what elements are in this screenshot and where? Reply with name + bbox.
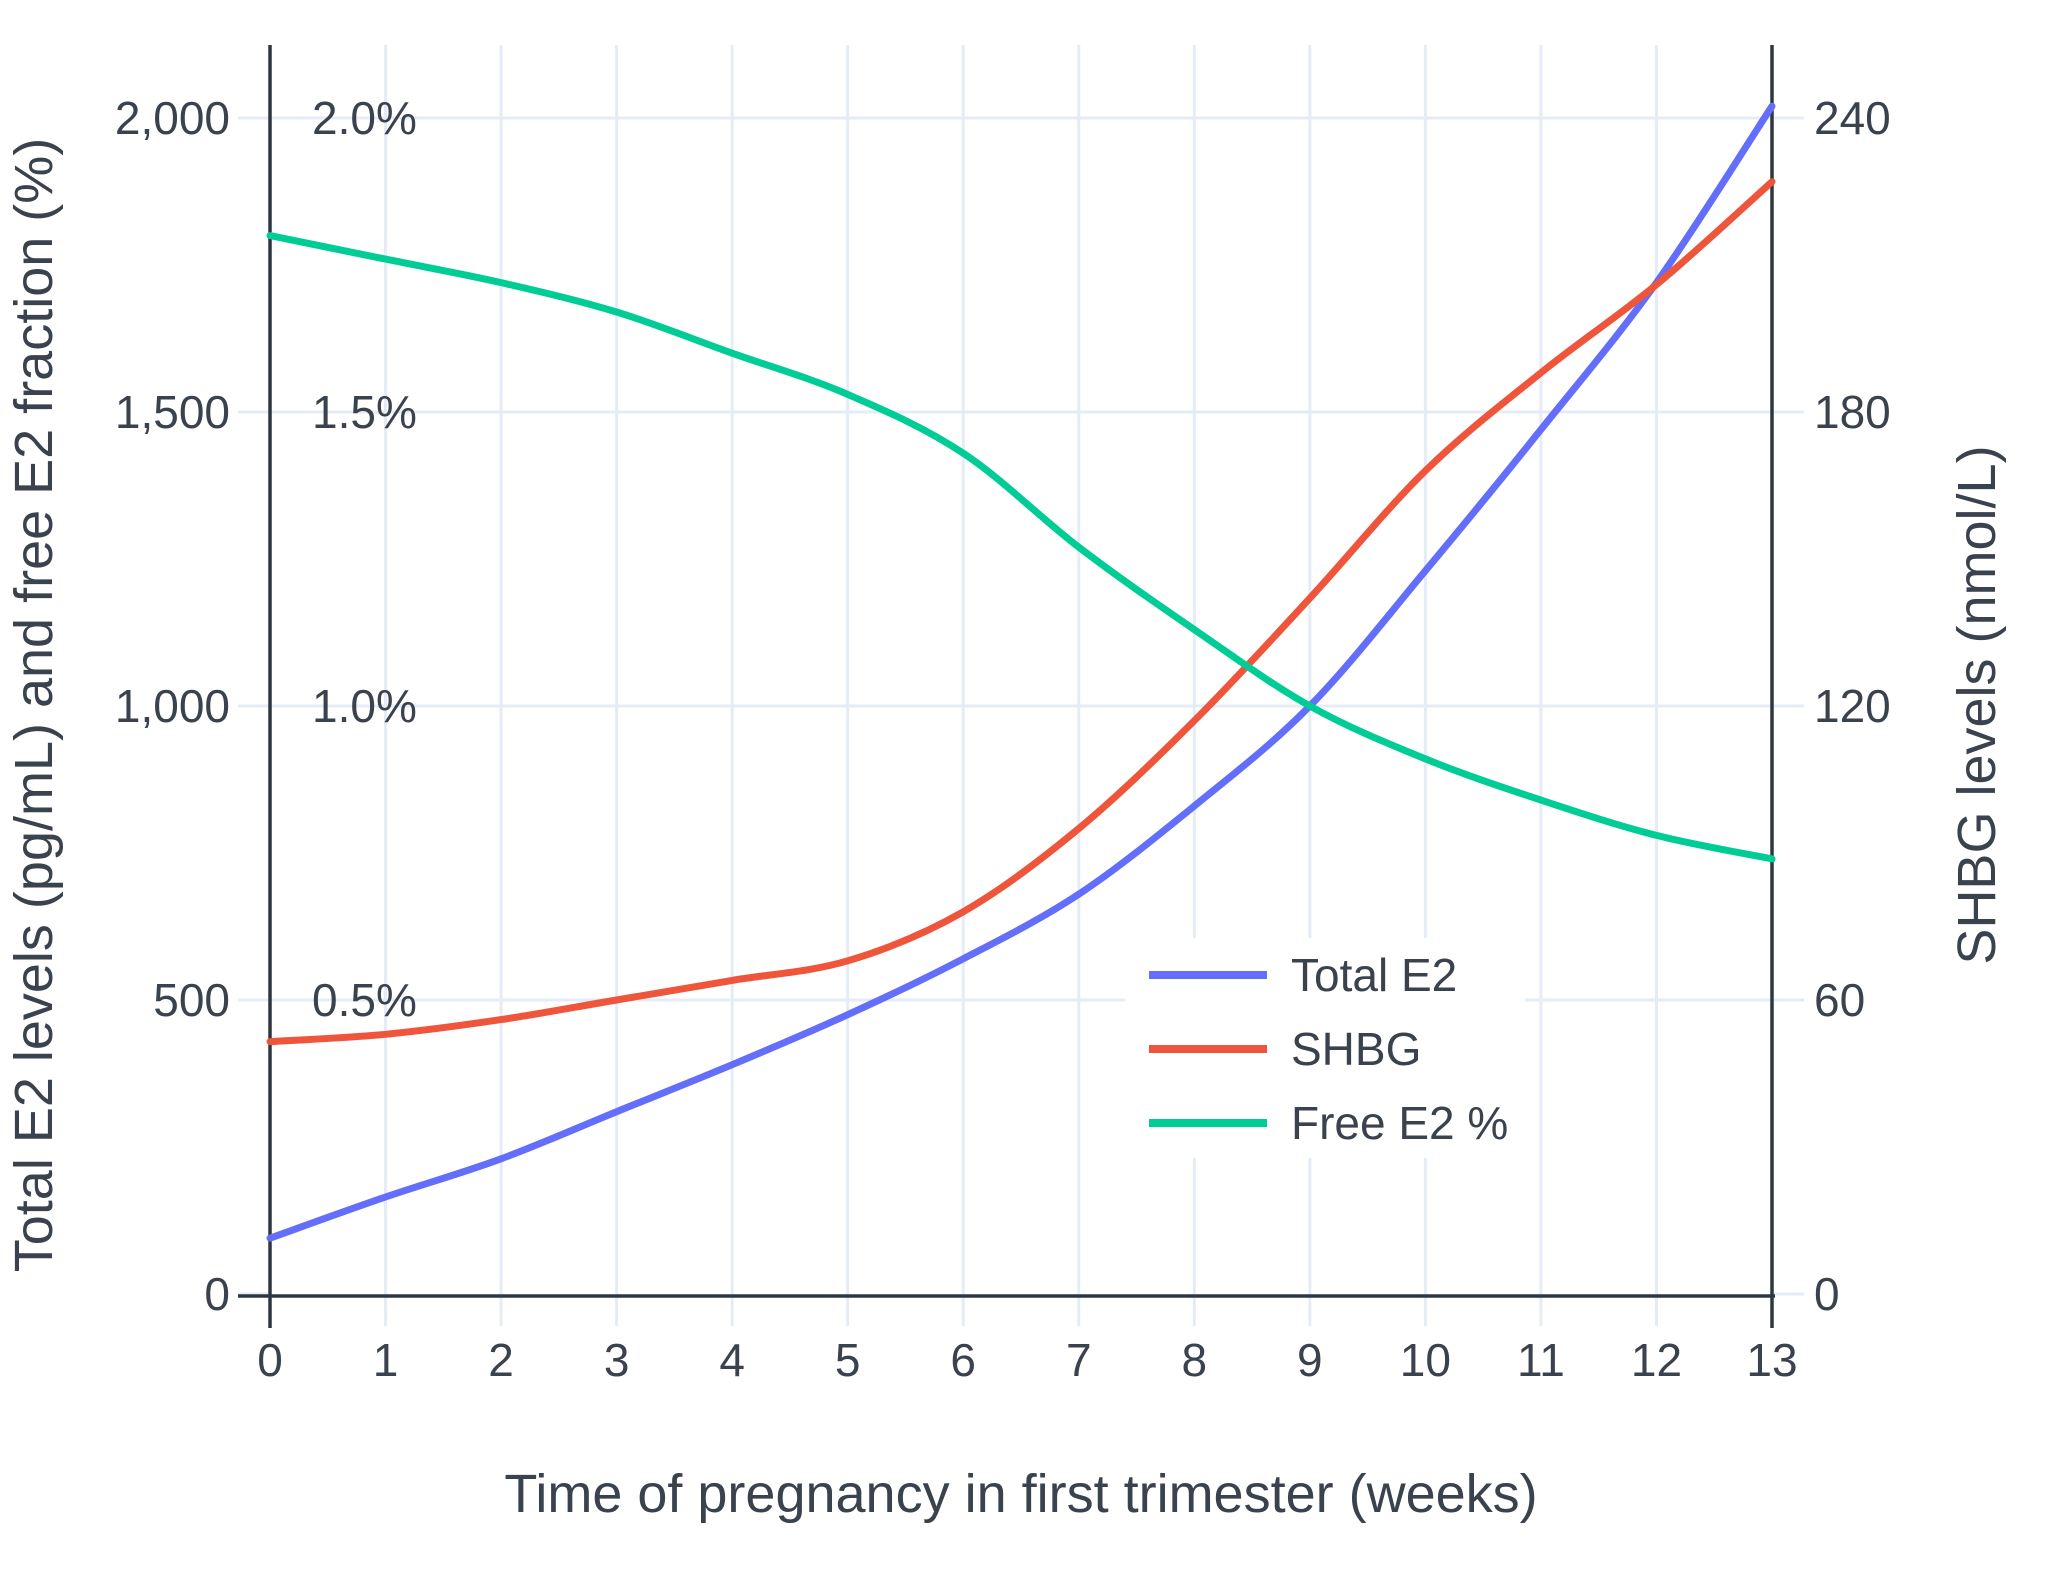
- y-left-pct-tick-label: 2.0%: [312, 92, 417, 144]
- x-tick-label: 3: [604, 1334, 630, 1386]
- x-tick-label: 6: [950, 1334, 976, 1386]
- x-tick-label: 12: [1631, 1334, 1682, 1386]
- shbg-line[interactable]: [266, 178, 1776, 1046]
- x-tick-label: 9: [1297, 1334, 1323, 1386]
- gridlines: [238, 45, 1804, 1326]
- legend-label-shbg: SHBG: [1291, 1023, 1421, 1075]
- y-left-pct-tick-label: 1.5%: [312, 386, 417, 438]
- y-left-tick-label: 2,000: [115, 92, 230, 144]
- x-tick-label: 1: [373, 1334, 399, 1386]
- free-e2-line[interactable]: [266, 232, 1776, 863]
- x-tick-label: 13: [1746, 1334, 1797, 1386]
- legend: Total E2 SHBG Free E2 %: [1125, 938, 1525, 1158]
- y-left-tick-label: 0: [204, 1268, 230, 1320]
- y-left-axis-title: Total E2 levels (pg/mL) and free E2 frac…: [4, 138, 64, 1273]
- y-left-pct-tick-label: 0.5%: [312, 974, 417, 1026]
- legend-label-total-e2: Total E2: [1291, 949, 1457, 1001]
- x-tick-label: 7: [1066, 1334, 1092, 1386]
- x-axis-title: Time of pregnancy in first trimester (we…: [504, 1464, 1537, 1524]
- x-tick-label: 5: [835, 1334, 861, 1386]
- x-tick-label: 10: [1400, 1334, 1451, 1386]
- y-right-tick-label: 240: [1814, 92, 1891, 144]
- tick-labels: 05001,0001,5002,0000.5%1.0%1.5%2.0%06012…: [115, 92, 1891, 1386]
- legend-item-shbg[interactable]: SHBG: [1149, 1023, 1421, 1075]
- y-left-tick-label: 1,000: [115, 680, 230, 732]
- y-left-tick-label: 1,500: [115, 386, 230, 438]
- y-right-tick-label: 60: [1814, 974, 1865, 1026]
- x-tick-label: 11: [1517, 1334, 1565, 1386]
- y-left-pct-tick-label: 1.0%: [312, 680, 417, 732]
- x-tick-label: 4: [719, 1334, 745, 1386]
- series-lines: [266, 102, 1776, 1242]
- legend-item-free-e2[interactable]: Free E2 %: [1149, 1097, 1508, 1149]
- y-right-tick-label: 180: [1814, 386, 1891, 438]
- legend-item-total-e2[interactable]: Total E2: [1149, 949, 1457, 1001]
- y-right-tick-label: 120: [1814, 680, 1891, 732]
- y-right-tick-label: 0: [1814, 1268, 1840, 1320]
- axis-lines: [238, 45, 1775, 1328]
- legend-label-free-e2: Free E2 %: [1291, 1097, 1508, 1149]
- x-tick-label: 2: [488, 1334, 514, 1386]
- y-right-axis-title: SHBG levels (nmol/L): [1947, 445, 2007, 964]
- x-tick-label: 8: [1182, 1334, 1208, 1386]
- x-tick-label: 0: [257, 1334, 283, 1386]
- y-left-tick-label: 500: [153, 974, 230, 1026]
- total-e2-line[interactable]: [266, 102, 1776, 1242]
